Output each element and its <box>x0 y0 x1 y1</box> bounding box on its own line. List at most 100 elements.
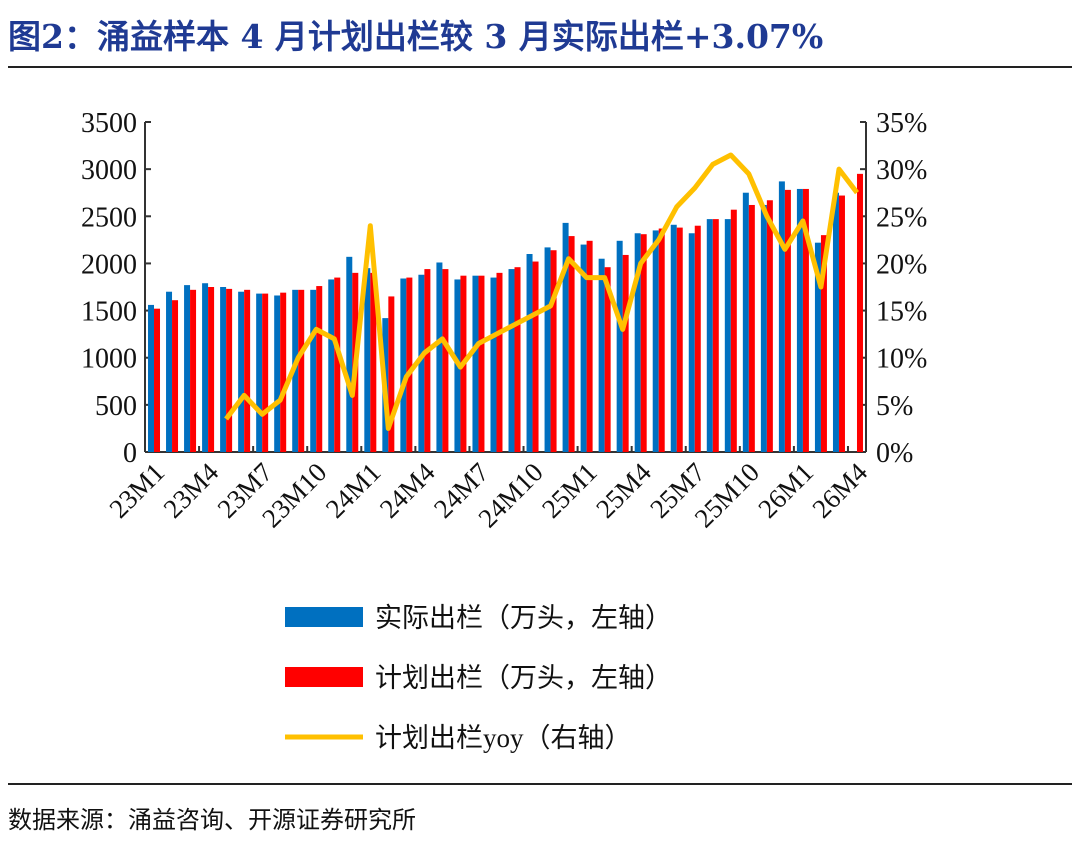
actual-bar <box>148 304 155 452</box>
actual-bar <box>760 204 767 452</box>
x-tick-label: 24M1 <box>320 457 387 524</box>
actual-bar <box>310 289 317 452</box>
plan-bar <box>226 288 233 452</box>
actual-bar <box>220 287 227 452</box>
plan-bar <box>622 254 629 452</box>
left-tick-label: 3000 <box>81 155 137 186</box>
left-tick-label: 1500 <box>81 297 137 328</box>
actual-bar <box>400 278 407 452</box>
actual-bar <box>256 293 263 452</box>
actual-bar <box>436 262 443 452</box>
actual-bar <box>580 244 587 452</box>
plan-bar <box>586 240 593 452</box>
right-tick-label: 20% <box>876 249 927 280</box>
plan-bar <box>154 308 161 452</box>
actual-bar <box>706 219 713 452</box>
source-divider <box>8 783 1072 785</box>
plan-bar <box>262 293 269 452</box>
chart-title: 图2：涌益样本 4 月计划出栏较 3 月实际出栏+3.07% <box>8 17 824 56</box>
plan-bar <box>784 189 791 452</box>
plan-bar <box>766 200 773 452</box>
left-tick-label: 2000 <box>81 249 137 280</box>
actual-bar <box>652 230 659 452</box>
actual-bar <box>742 192 749 452</box>
legend-label: 实际出栏（万头，左轴） <box>375 603 672 633</box>
left-tick-label: 2500 <box>81 202 137 233</box>
plan-bar <box>802 188 809 452</box>
plan-bar <box>658 228 665 452</box>
actual-bar <box>562 222 569 452</box>
plan-bar <box>370 272 377 452</box>
plan-bar <box>568 236 575 452</box>
legend-swatch <box>285 607 363 627</box>
actual-bar <box>814 242 821 452</box>
legend-swatch <box>285 667 363 687</box>
right-tick-label: 30% <box>876 155 927 186</box>
actual-bar <box>778 181 785 452</box>
plan-bar <box>280 292 287 452</box>
actual-bar <box>202 283 209 452</box>
actual-bar <box>616 240 623 452</box>
left-tick-label: 1000 <box>81 344 137 375</box>
actual-bar <box>490 277 497 452</box>
actual-bar <box>544 247 551 452</box>
actual-bar <box>598 258 605 452</box>
actual-bar <box>238 291 245 452</box>
right-tick-label: 5% <box>876 391 913 422</box>
legend-label: 计划出栏（万头，左轴） <box>375 663 672 693</box>
plan-bar <box>316 286 323 452</box>
plan-bar <box>244 289 251 452</box>
right-tick-label: 35% <box>876 108 927 139</box>
right-tick-label: 10% <box>876 344 927 375</box>
plan-bar <box>694 225 701 452</box>
x-tick-label: 24M4 <box>374 457 441 524</box>
actual-bar <box>472 275 479 452</box>
actual-bar <box>688 233 695 452</box>
x-tick-label: 23M4 <box>157 457 224 524</box>
plan-bar <box>604 267 611 452</box>
plan-bar <box>676 227 683 452</box>
right-tick-label: 0% <box>876 438 913 469</box>
plan-bar <box>820 235 827 452</box>
x-tick-label: 25M1 <box>536 457 603 524</box>
plan-bar <box>388 296 395 452</box>
actual-bar <box>328 279 335 452</box>
actual-bar <box>634 233 641 452</box>
x-tick-label: 25M4 <box>590 457 657 524</box>
legend-label: 计划出栏yoy（右轴） <box>375 723 632 753</box>
plan-bar <box>190 289 197 452</box>
actual-bar <box>724 219 731 452</box>
right-tick-label: 15% <box>876 297 927 328</box>
plan-bar <box>550 250 557 452</box>
plan-bar <box>406 277 413 452</box>
actual-bar <box>526 254 533 452</box>
plan-bar <box>712 219 719 452</box>
plan-bar <box>730 209 737 452</box>
actual-bar <box>274 295 281 452</box>
actual-bar <box>166 291 173 452</box>
actual-bar <box>184 285 191 452</box>
left-tick-label: 3500 <box>81 108 137 139</box>
actual-bar <box>346 256 353 452</box>
left-tick-label: 0 <box>123 438 137 469</box>
x-tick-label: 26M1 <box>752 457 819 524</box>
yoy-line <box>224 152 859 431</box>
plan-bar <box>496 272 503 452</box>
actual-bar <box>418 274 425 452</box>
right-tick-label: 25% <box>876 202 927 233</box>
plan-bar <box>424 269 431 452</box>
actual-bar <box>832 192 839 452</box>
plan-bar <box>208 287 215 452</box>
chart: 0 500 1000 1500 2000 2500 3000 3500 0% 5% 10% 15% 20… <box>81 108 927 753</box>
title-divider <box>8 66 1072 68</box>
plan-bar <box>838 195 845 453</box>
actual-bar <box>670 224 677 452</box>
plan-bar <box>442 269 449 452</box>
plan-bar <box>640 234 647 452</box>
plan-bar <box>172 300 179 452</box>
plan-bar <box>514 267 521 452</box>
plan-bar <box>748 204 755 452</box>
actual-bar <box>364 268 371 452</box>
left-tick-label: 500 <box>95 391 137 422</box>
source-note: 数据来源：涌益咨询、开源证券研究所 <box>8 806 416 834</box>
